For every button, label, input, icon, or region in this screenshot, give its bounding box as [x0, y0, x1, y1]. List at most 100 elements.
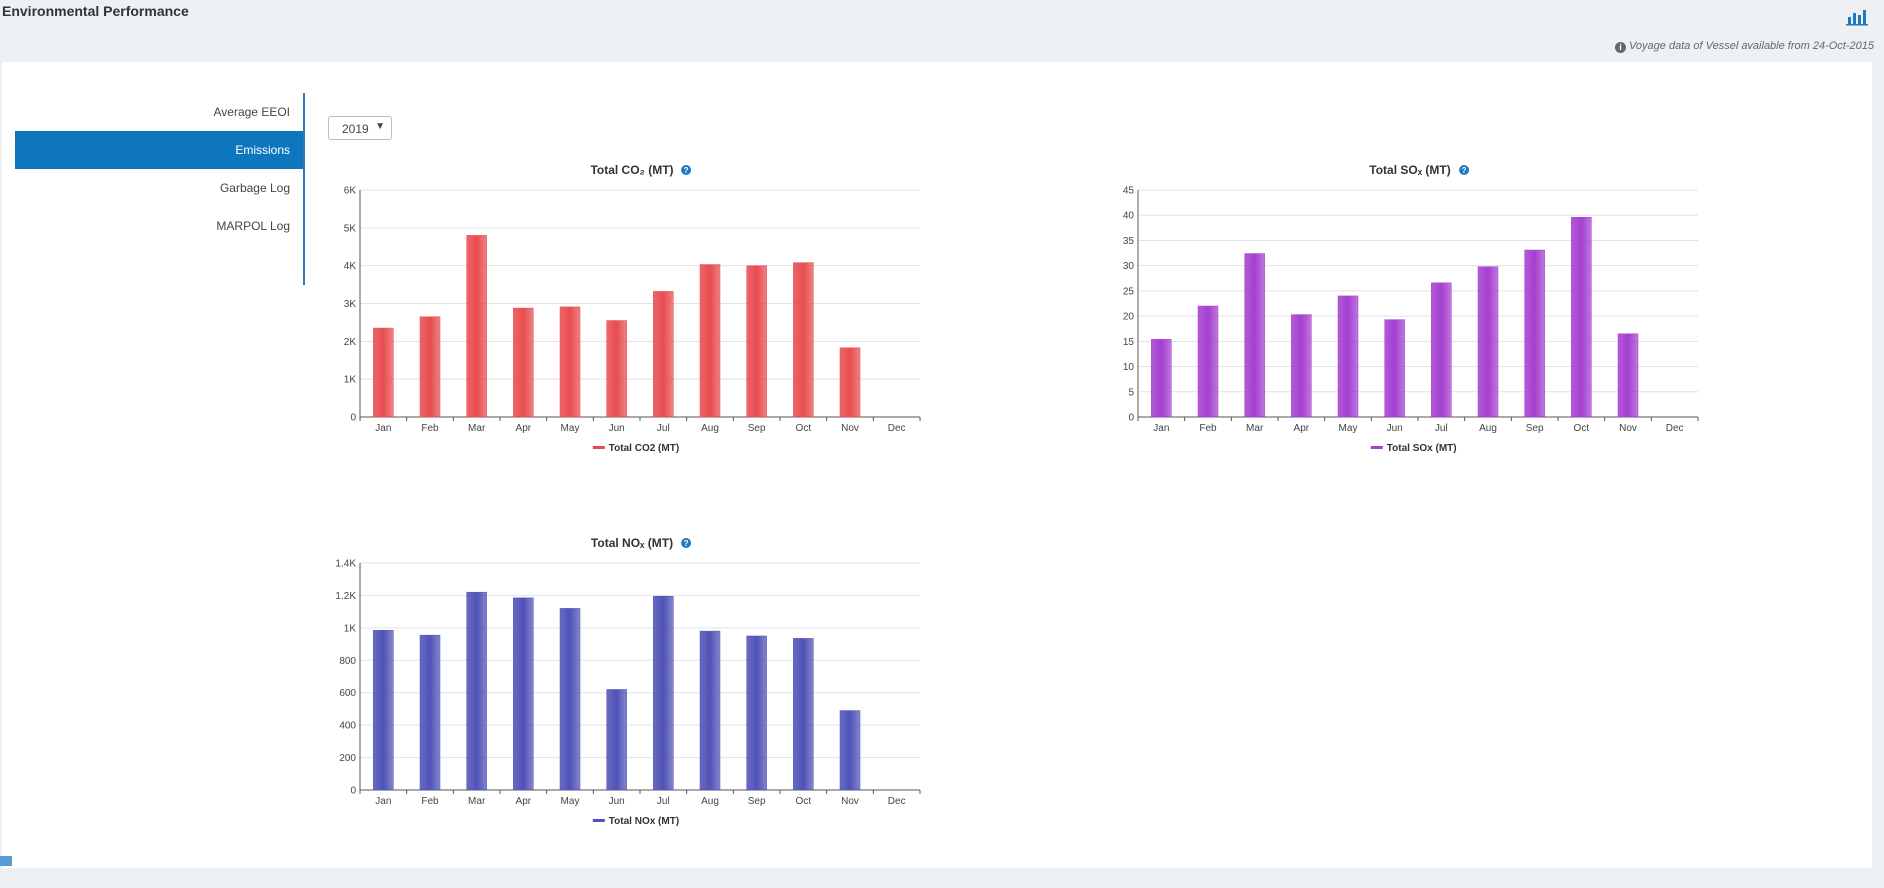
bar[interactable] — [419, 316, 441, 418]
bar[interactable] — [373, 327, 394, 418]
chart-svg: Total CO₂ (MT) ? 0 1K 2K 3K 4K 5K 6K Jan Feb Mar Apr… — [344, 163, 921, 454]
y-tick-label: 0 — [350, 786, 356, 797]
bar[interactable] — [373, 630, 394, 791]
bar[interactable] — [559, 306, 581, 418]
legend-swatch — [592, 446, 605, 449]
bar[interactable] — [1291, 314, 1312, 418]
x-tick-label: Jan — [375, 423, 391, 434]
nox-chart: Total NOₓ (MT)? 0 200 400 600 800 1K 1.2K 1.4K Ja… — [335, 533, 927, 888]
bar[interactable] — [1384, 319, 1405, 418]
y-tick-label: 5K — [344, 223, 357, 234]
bar[interactable] — [746, 265, 767, 418]
bar[interactable] — [513, 307, 534, 418]
y-tick-label: 25 — [1123, 286, 1135, 297]
bar[interactable] — [466, 235, 487, 418]
y-tick-label: 20 — [1123, 312, 1135, 323]
bar[interactable] — [606, 689, 627, 791]
bar[interactable] — [653, 595, 674, 791]
sidebar-item-emissions[interactable]: Emissions — [15, 131, 303, 169]
x-tick-label: Sep — [748, 796, 766, 807]
sidebar-item-garbage-log[interactable]: Garbage Log — [15, 169, 303, 207]
bar[interactable] — [1571, 216, 1592, 418]
year-select[interactable]: 2019 ▼ — [328, 116, 392, 140]
y-tick-label: 45 — [1123, 186, 1135, 197]
y-tick-label: 40 — [1123, 211, 1135, 222]
help-icon[interactable]: ? — [1459, 165, 1470, 175]
y-tick-label: 1K — [344, 623, 357, 634]
y-tick-label: 5 — [1128, 387, 1134, 398]
bar[interactable] — [699, 630, 721, 791]
x-tick-label: Jul — [1435, 423, 1448, 434]
info-icon: i — [1615, 42, 1626, 53]
bar[interactable] — [1151, 339, 1172, 418]
x-tick-label: Aug — [701, 423, 719, 434]
sidebar-item-label: Garbage Log — [219, 181, 290, 195]
legend-label: Total SOx (MT) — [1387, 443, 1457, 454]
year-select-value: 2019 — [342, 122, 369, 136]
bar[interactable] — [513, 597, 534, 791]
bar[interactable] — [559, 608, 581, 791]
bar[interactable] — [653, 291, 674, 418]
help-icon[interactable]: ? — [681, 538, 692, 548]
x-tick-label: May — [561, 423, 580, 434]
x-tick-label: Dec — [1666, 423, 1684, 434]
sidebar-item-label: Emissions — [235, 143, 290, 157]
chart-title: Total CO₂ (MT) — [590, 163, 673, 177]
y-tick-label: 800 — [339, 656, 356, 667]
bar[interactable] — [1431, 282, 1452, 418]
bar[interactable] — [419, 634, 441, 791]
y-tick-label: 15 — [1123, 337, 1135, 348]
bar[interactable] — [1477, 266, 1499, 418]
bar[interactable] — [1337, 295, 1359, 418]
x-tick-label: Jul — [657, 796, 670, 807]
legend-item[interactable]: Total NOx (MT) — [592, 816, 679, 827]
x-tick-label: Mar — [1246, 423, 1264, 434]
legend-item[interactable]: Total CO2 (MT) — [592, 443, 679, 454]
x-tick-label: Dec — [888, 796, 906, 807]
sidebar-item-average-eeoi[interactable]: Average EEOI — [15, 93, 303, 131]
help-icon[interactable]: ? — [681, 165, 692, 175]
voyage-note: i Voyage data of Vessel available from 24… — [1615, 40, 1874, 53]
sidebar-item-marpol-log[interactable]: MARPOL Log — [15, 207, 303, 245]
chart-svg: Total SOₓ (MT) ? 0 5 10 15 20 25 30 35 40 45 Jan Feb M… — [1123, 163, 1699, 454]
bar[interactable] — [793, 638, 814, 791]
legend-item[interactable]: Total SOx (MT) — [1370, 443, 1457, 454]
bar[interactable] — [699, 264, 721, 418]
x-tick-label: Oct — [1574, 423, 1590, 434]
x-tick-label: Feb — [1199, 423, 1217, 434]
svg-text:?: ? — [684, 539, 689, 548]
legend-swatch — [1370, 446, 1383, 449]
x-tick-label: Sep — [748, 423, 766, 434]
bar[interactable] — [1197, 305, 1219, 418]
bar[interactable] — [839, 710, 861, 791]
bar[interactable] — [1617, 333, 1639, 418]
bar[interactable] — [606, 320, 627, 418]
x-tick-label: Dec — [888, 423, 906, 434]
chart-title: Total SOₓ (MT) — [1369, 163, 1451, 177]
bar[interactable] — [793, 262, 814, 418]
header-bar: Environmental Performance i Voyage data o… — [0, 0, 1884, 62]
bar-chart-icon[interactable] — [1846, 8, 1868, 26]
svg-text:?: ? — [684, 166, 689, 175]
y-tick-label: 400 — [339, 721, 356, 732]
x-tick-label: Apr — [516, 796, 532, 807]
sidebar-nav: Average EEOI Emissions Garbage Log MARPO… — [15, 93, 305, 285]
chart-svg: Total NOₓ (MT) ? 0 200 400 600 800 1K 1.2K 1.4K Ja… — [335, 536, 921, 827]
bar[interactable] — [1524, 249, 1545, 418]
y-tick-label: 1.2K — [335, 591, 356, 602]
x-tick-label: Oct — [796, 796, 812, 807]
x-tick-label: Jan — [375, 796, 391, 807]
x-tick-label: May — [561, 796, 580, 807]
sox-chart: Total SOₓ (MT)? 0 5 10 15 20 25 30 35 40 45 Jan Feb M… — [1120, 160, 1705, 515]
y-tick-label: 1K — [344, 375, 357, 386]
corner-icon — [0, 856, 12, 866]
sidebar-item-label: MARPOL Log — [216, 219, 290, 233]
bar[interactable] — [1244, 253, 1265, 418]
chart-title: Total NOₓ (MT) — [591, 536, 673, 550]
bar[interactable] — [839, 347, 861, 418]
bar[interactable] — [746, 635, 767, 791]
x-tick-label: Jan — [1153, 423, 1169, 434]
page-title: Environmental Performance — [2, 3, 189, 19]
y-tick-label: 3K — [344, 299, 357, 310]
bar[interactable] — [466, 591, 487, 791]
